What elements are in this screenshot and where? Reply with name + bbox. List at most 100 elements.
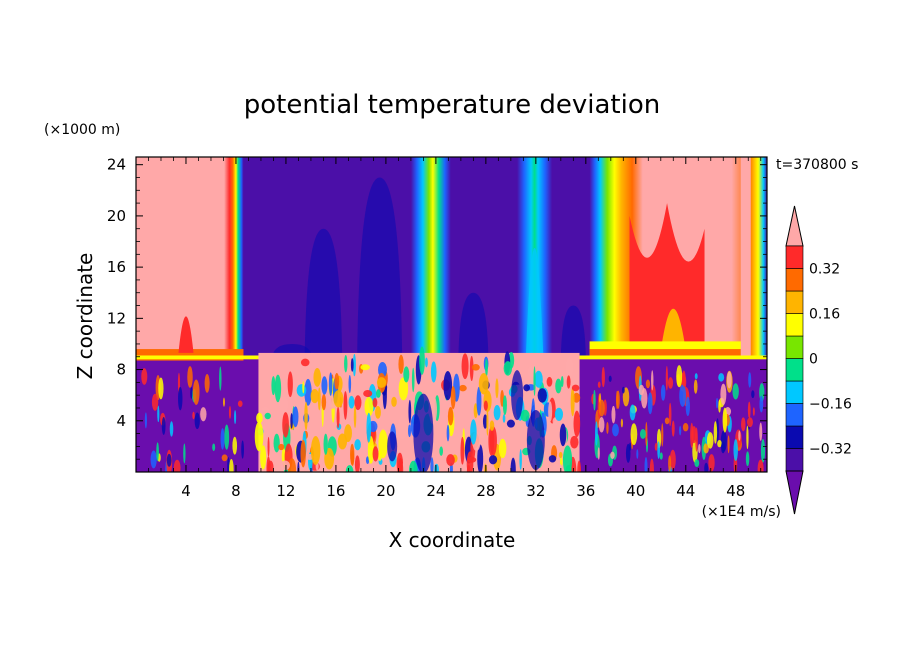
colorbar-label: 0.16	[809, 307, 840, 323]
turbulence-cell	[397, 414, 408, 440]
cool-plume-2	[357, 177, 403, 357]
turbulence-cell	[304, 401, 308, 431]
y-tick-label: 20	[107, 207, 126, 225]
y-tick-label: 12	[107, 309, 126, 327]
turbulence-cell	[364, 396, 374, 417]
scatter-cell	[747, 401, 751, 419]
scatter-cell	[713, 421, 718, 444]
scatter-cell	[156, 442, 159, 462]
colorbar-swatch	[785, 290, 804, 314]
turbulence-cell	[296, 384, 307, 397]
cool-plume-3	[458, 292, 489, 357]
scatter-cell	[645, 379, 651, 389]
scatter-cell	[722, 407, 728, 433]
turbulence-cell	[264, 412, 271, 420]
turbulence-cell	[488, 455, 498, 465]
turbulence-cell	[274, 374, 282, 403]
turbulence-cell	[534, 370, 543, 388]
colorbar-swatch	[785, 245, 804, 269]
scatter-cell	[183, 443, 186, 464]
turbulence-cell	[548, 455, 557, 463]
scatter-cell	[222, 397, 225, 407]
turbulence-cell	[533, 366, 536, 396]
scatter-cell	[158, 377, 164, 400]
turbulence-cell	[482, 414, 488, 429]
scatter-cell	[752, 407, 755, 416]
contour-field	[136, 157, 767, 472]
right-edge-column	[740, 157, 751, 357]
turbulence-cell	[519, 449, 522, 470]
scatter-cell	[645, 421, 648, 447]
turbulence-cell	[310, 388, 319, 404]
turbulence-cell	[460, 436, 465, 465]
turbulence-cell	[467, 456, 477, 463]
turbulence-cell	[333, 390, 344, 408]
turbulence-cell	[483, 400, 488, 411]
turbulence-cell	[345, 465, 354, 472]
scatter-cell	[668, 455, 672, 472]
colorbar-label: 0	[809, 352, 818, 368]
scatter-cell	[671, 420, 675, 437]
turbulence-cell	[367, 436, 374, 464]
scatter-cell	[693, 379, 698, 394]
y-tick-label: 8	[116, 361, 126, 379]
turbulence-cell	[473, 403, 478, 419]
turbulence-cell	[271, 376, 276, 396]
turbulence-cell	[434, 463, 439, 472]
scatter-cell	[610, 451, 615, 459]
turbulence-cell	[503, 361, 513, 376]
scatter-cell	[640, 428, 646, 439]
turbulence-cell	[287, 371, 293, 398]
turbulence-cell	[337, 433, 348, 450]
turbulence-cell	[300, 439, 306, 468]
turbulence-cell	[570, 435, 579, 449]
scatter-cell	[694, 373, 698, 380]
scatter-cell	[751, 390, 755, 399]
cool-pocket-2	[511, 370, 524, 421]
scatter-cell	[668, 402, 672, 427]
turbulence-cell	[348, 395, 355, 409]
x-tick-label: 32	[526, 482, 545, 500]
scatter-cell	[150, 450, 157, 469]
scatter-cell	[615, 390, 619, 410]
scatter-cell	[665, 365, 668, 391]
colorbar-max-arrow	[785, 205, 804, 247]
turbulence-cell	[376, 377, 387, 388]
turbulence-cell	[372, 446, 379, 462]
scatter-cell	[698, 443, 701, 454]
scatter-cell	[601, 367, 605, 388]
cool-plume-4	[560, 305, 586, 357]
scatter-cell	[220, 428, 225, 450]
scatter-cell	[169, 421, 174, 437]
turbulence-cell	[470, 419, 477, 445]
turbulence-cell	[343, 391, 348, 420]
scatter-cell	[638, 384, 645, 396]
turbulence-cell	[430, 361, 437, 383]
colorbar: −0.32 −0.16 0 0.16 0.32	[785, 205, 852, 515]
turbulence-cell	[537, 388, 547, 403]
turbulence-cell	[477, 426, 486, 439]
scatter-cell	[234, 410, 237, 424]
turbulence-cell	[562, 445, 573, 472]
scatter-cell	[612, 423, 619, 437]
column-24	[410, 157, 451, 357]
scatter-cell	[595, 421, 598, 446]
x-unit-label: (×1E4 m/s)	[702, 504, 781, 520]
scatter-cell	[748, 372, 752, 388]
colorbar-swatch	[785, 403, 804, 427]
scatter-cell	[685, 396, 690, 417]
scatter-cell	[221, 454, 228, 462]
turbulence-cell	[313, 367, 322, 387]
scatter-cell	[661, 423, 664, 447]
scatter-cell	[597, 447, 600, 460]
scatter-cell	[651, 370, 654, 391]
scatter-cell	[746, 417, 753, 428]
turbulence-cell	[443, 371, 453, 401]
scatter-cell	[141, 368, 148, 385]
scatter-cell	[625, 443, 631, 463]
scatter-cell	[611, 405, 616, 424]
turbulence-cell	[566, 375, 571, 389]
scatter-cell	[173, 459, 181, 472]
turbulence-cell	[354, 395, 362, 411]
turbulence-cell	[419, 346, 425, 375]
